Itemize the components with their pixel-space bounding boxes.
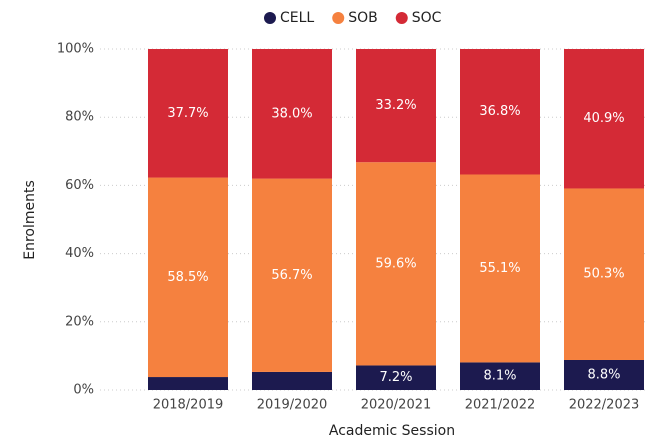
y-axis-label: Enrolments bbox=[22, 180, 38, 260]
x-tick-label: 2020/2021 bbox=[361, 398, 432, 413]
bar-segment bbox=[148, 377, 228, 390]
bar-segment bbox=[356, 365, 436, 390]
data-label: 8.1% bbox=[483, 369, 516, 384]
y-tick-label: 0% bbox=[73, 383, 94, 398]
data-label: 56.7% bbox=[271, 268, 312, 283]
bar-segment bbox=[252, 49, 332, 179]
bar-segment bbox=[564, 188, 644, 360]
data-label: 59.6% bbox=[375, 256, 416, 271]
bar-segment bbox=[564, 359, 644, 390]
data-label: 38.0% bbox=[271, 106, 312, 121]
legend-label: CELL bbox=[280, 10, 314, 26]
data-label: 50.3% bbox=[583, 267, 624, 282]
bar-segment bbox=[460, 49, 540, 175]
y-tick-label: 100% bbox=[57, 42, 94, 57]
legend-marker bbox=[264, 12, 276, 24]
data-label: 36.8% bbox=[479, 104, 520, 119]
bar-segment bbox=[252, 371, 332, 390]
x-axis-label: Academic Session bbox=[329, 423, 455, 439]
legend-label: SOB bbox=[348, 10, 378, 26]
bar-segment bbox=[356, 162, 436, 366]
y-tick-label: 80% bbox=[65, 110, 94, 125]
x-tick-label: 2022/2023 bbox=[569, 398, 640, 413]
data-label: 7.2% bbox=[379, 370, 412, 385]
data-label: 55.1% bbox=[479, 261, 520, 276]
bar-segment bbox=[460, 362, 540, 390]
x-tick-label: 2019/2020 bbox=[257, 398, 328, 413]
y-tick-label: 20% bbox=[65, 314, 94, 329]
data-label: 37.7% bbox=[167, 106, 208, 121]
x-tick-label: 2018/2019 bbox=[153, 398, 224, 413]
bar-segment bbox=[148, 49, 228, 178]
legend-marker bbox=[332, 12, 345, 24]
x-tick-label: 2021/2022 bbox=[465, 398, 536, 413]
data-label: 58.5% bbox=[167, 270, 208, 285]
bar-segment bbox=[252, 178, 332, 372]
bar-segment bbox=[564, 49, 644, 189]
data-label: 40.9% bbox=[583, 111, 624, 126]
y-tick-label: 60% bbox=[65, 178, 94, 193]
data-label: 33.2% bbox=[375, 98, 416, 113]
legend-label: SOC bbox=[412, 10, 442, 26]
bar-segment bbox=[460, 174, 540, 363]
legend-marker bbox=[395, 12, 408, 24]
y-tick-label: 40% bbox=[65, 246, 94, 261]
bar-segment bbox=[148, 177, 228, 378]
bar-segment bbox=[356, 49, 436, 163]
data-label: 8.8% bbox=[587, 367, 620, 382]
